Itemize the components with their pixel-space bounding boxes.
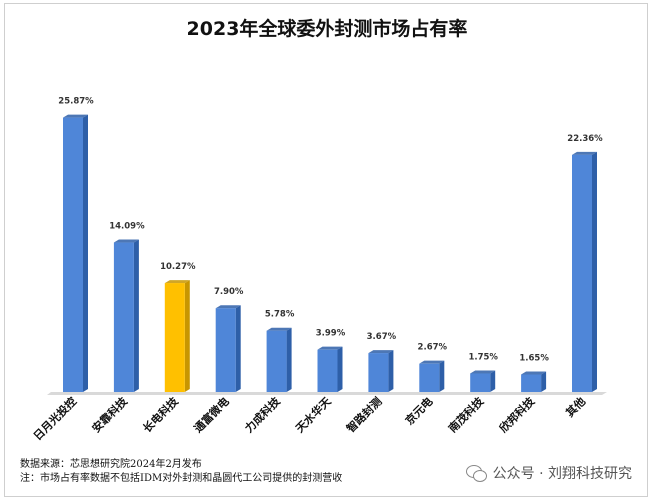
source-note: 数据来源：芯思想研究院2024年2月发布 (20, 459, 202, 470)
bar-2 (164, 283, 185, 392)
chart-floor (47, 392, 607, 395)
bar-0 (63, 117, 83, 393)
bar-side-2 (184, 280, 190, 392)
value-label-9: 1.65% (519, 353, 549, 363)
category-label-0: 日月光投控 (30, 394, 79, 443)
bar-top-6 (368, 350, 394, 354)
category-label-6: 智路封测 (344, 394, 385, 435)
value-label-1: 14.09% (109, 222, 145, 232)
bar-top-3 (215, 305, 241, 309)
category-label-1: 安靠科技 (89, 394, 131, 436)
bar-top-10 (572, 151, 597, 155)
value-label-5: 3.99% (316, 329, 346, 339)
value-label-8: 1.75% (468, 352, 498, 362)
value-label-10: 22.36% (567, 134, 603, 144)
chart-title: 2023年全球委外封测市场占有率 (186, 18, 468, 40)
value-label-4: 5.78% (265, 310, 295, 320)
bar-top-8 (470, 370, 496, 374)
bar-side-0 (83, 114, 88, 393)
bar-9 (521, 374, 542, 392)
category-label-8: 南茂科技 (445, 394, 487, 436)
value-label-7: 2.67% (418, 343, 448, 353)
watermark: 公众号 · 刘翔科技研究 (465, 462, 632, 484)
bar-side-1 (133, 239, 139, 392)
bar-side-6 (388, 350, 394, 392)
bar-top-0 (63, 114, 88, 118)
bar-top-9 (521, 371, 547, 375)
bar-10 (572, 154, 592, 392)
value-label-2: 10.27% (160, 262, 196, 272)
category-label-3: 通富微电 (191, 394, 232, 435)
bar-side-10 (592, 151, 597, 392)
bar-7 (419, 363, 440, 392)
bar-4 (266, 330, 287, 392)
bar-top-4 (266, 327, 292, 331)
category-label-5: 天水华天 (293, 394, 335, 436)
bar-5 (317, 349, 338, 392)
bar-top-5 (317, 346, 343, 350)
watermark-text: 公众号 · 刘翔科技研究 (492, 466, 632, 482)
bar-side-8 (490, 370, 496, 392)
chart-frame (4, 3, 648, 497)
value-label-6: 3.67% (367, 332, 397, 342)
bar-8 (470, 373, 491, 392)
bar-1 (113, 242, 134, 392)
category-label-9: 欣邦科技 (496, 394, 538, 436)
bar-side-5 (337, 346, 343, 392)
bar-6 (368, 353, 389, 392)
bar-top-2 (164, 280, 190, 284)
bar-top-1 (113, 239, 139, 243)
value-label-3: 7.90% (214, 287, 244, 297)
bar-side-9 (541, 371, 547, 392)
category-label-10: 其他 (563, 394, 588, 419)
value-label-0: 25.87% (58, 97, 94, 107)
market-share-note: 注：市场占有率数据不包括IDM对外封测和晶圆代工公司提供的封测营收 (20, 473, 343, 484)
bar-3 (215, 308, 236, 392)
bar-side-3 (235, 305, 241, 392)
bar-top-7 (419, 360, 445, 364)
footnotes: 数据来源：芯思想研究院2024年2月发布 注：市场占有率数据不包括IDM对外封测… (20, 458, 342, 486)
category-label-4: 力成科技 (242, 394, 284, 436)
wechat-icon (465, 462, 487, 484)
bar-side-4 (286, 327, 292, 392)
bar-side-7 (439, 360, 445, 392)
category-label-7: 京元电 (402, 394, 435, 427)
category-label-2: 长电科技 (140, 394, 182, 436)
